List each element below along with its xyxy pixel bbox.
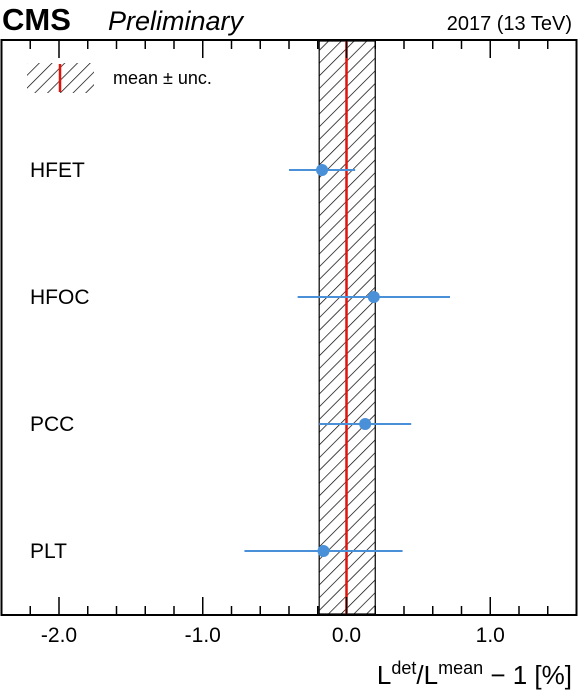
data-point [359, 418, 372, 430]
x-tick-label: 0.0 [332, 624, 361, 647]
plot-frame [0, 39, 578, 616]
x-tick-label: -1.0 [185, 624, 221, 647]
category-label: HFET [30, 159, 85, 182]
x-tick-label: -2.0 [41, 624, 77, 647]
data-point [317, 545, 330, 557]
status-label: Preliminary [108, 6, 245, 36]
data-point [367, 291, 380, 303]
category-label: HFOC [30, 286, 90, 309]
category-label: PCC [30, 413, 74, 436]
legend: mean ± unc. [27, 63, 212, 93]
legend-entry: mean ± unc. [113, 68, 212, 88]
experiment-label: CMS [2, 2, 71, 37]
category-label: PLT [30, 540, 67, 563]
x-axis-label: Ldet/Lmean − 1 [%] [377, 658, 572, 690]
x-tick-label: 1.0 [476, 624, 505, 647]
data-point [316, 164, 329, 176]
energy-label: 2017 (13 TeV) [447, 13, 572, 35]
